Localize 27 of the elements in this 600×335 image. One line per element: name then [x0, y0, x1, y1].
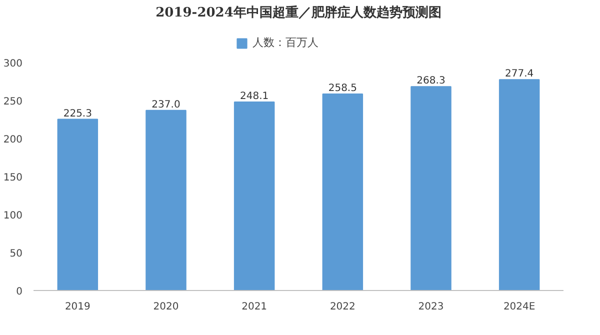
bar	[234, 101, 275, 290]
data-label: 258.5	[328, 83, 357, 94]
y-tick-label: 250	[3, 96, 23, 108]
data-label: 268.3	[416, 76, 446, 87]
y-tick-label: 200	[3, 134, 23, 146]
x-tick-label: 2022	[330, 302, 356, 312]
bar	[57, 118, 98, 290]
bar	[410, 86, 452, 290]
bar	[146, 110, 186, 290]
x-tick-label: 2020	[153, 302, 179, 312]
data-label: 277.4	[505, 68, 534, 80]
y-tick-label: 0	[16, 286, 23, 298]
chart-title: 2019-2024年中国超重／肥胖症人数趋势预测图	[156, 4, 442, 20]
data-label: 225.3	[63, 108, 92, 120]
y-tick-label: 300	[3, 58, 23, 70]
data-label: 237.0	[152, 99, 180, 110]
x-tick-label: 2024E	[503, 302, 536, 312]
x-tick-label: 2023	[418, 302, 444, 312]
x-tick-label: 2021	[242, 302, 268, 312]
bar	[498, 79, 540, 290]
y-tick-label: 100	[3, 210, 23, 222]
data-label: 248.1	[240, 90, 269, 102]
y-tick-label: 50	[10, 248, 23, 260]
bar	[322, 94, 364, 290]
legend-label: 人数：百万人	[252, 35, 318, 50]
y-tick-label: 150	[3, 172, 23, 184]
x-tick-label: 2019	[64, 302, 90, 312]
